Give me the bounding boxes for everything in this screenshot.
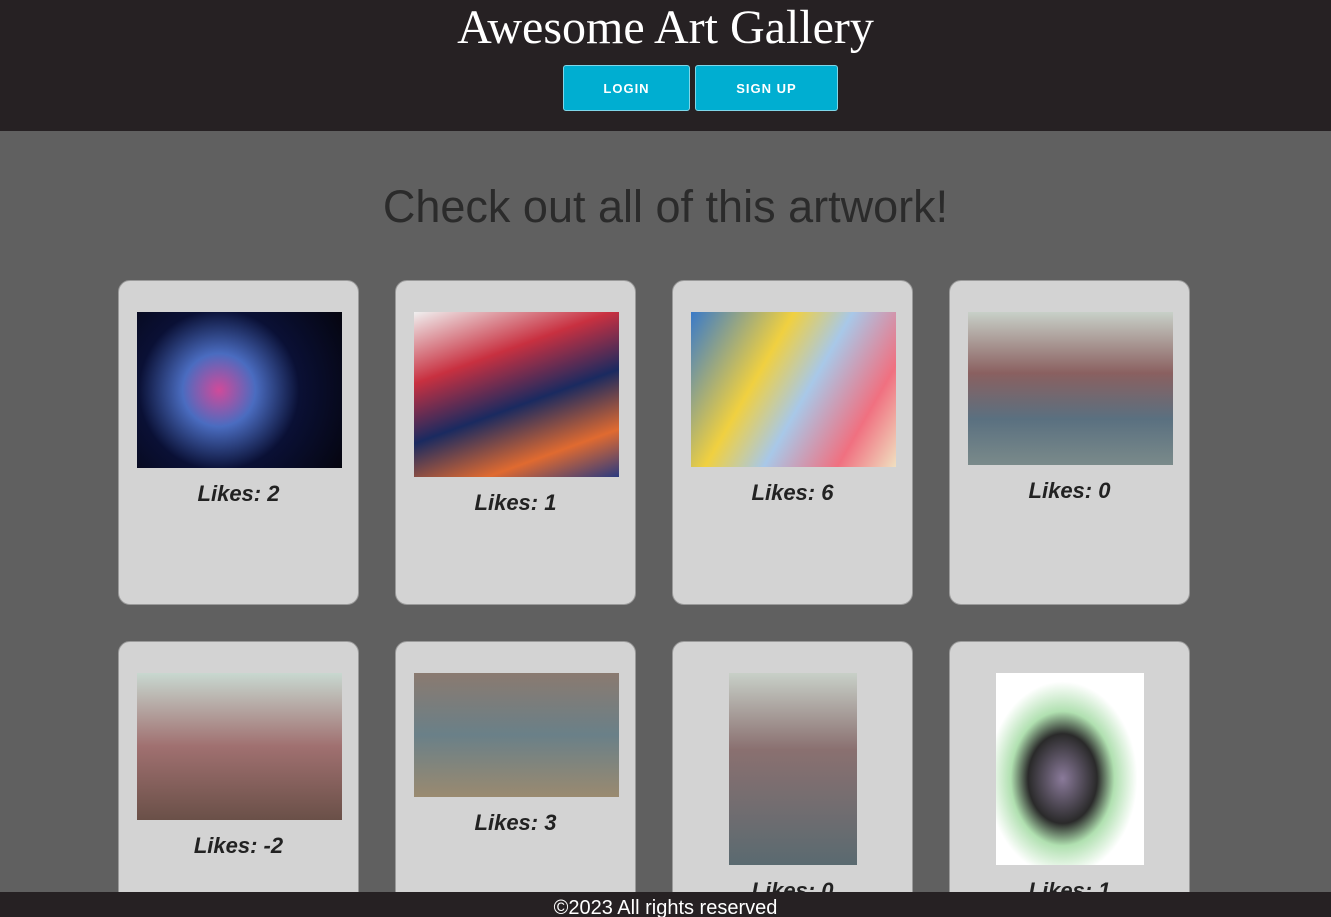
art-card[interactable]: Likes: 2 [118, 280, 359, 605]
artwork-image[interactable] [414, 312, 619, 477]
artwork-image[interactable] [137, 312, 342, 468]
art-card[interactable]: Likes: 0 [672, 641, 913, 917]
art-card[interactable]: Likes: 0 [949, 280, 1190, 605]
artwork-image[interactable] [414, 673, 619, 797]
artwork-image[interactable] [729, 673, 857, 865]
artwork-image[interactable] [137, 673, 342, 820]
art-card[interactable]: Likes: 1 [395, 280, 636, 605]
artwork-image[interactable] [968, 312, 1173, 465]
likes-count: Likes: 0 [1028, 478, 1111, 503]
likes-count: Likes: 3 [474, 810, 557, 835]
site-title: Awesome Art Gallery [457, 1, 874, 54]
art-card[interactable]: Likes: -2 [118, 641, 359, 917]
artwork-image[interactable] [691, 312, 896, 467]
likes-count: Likes: 2 [197, 481, 280, 506]
footer: ©2023 All rights reserved [0, 892, 1331, 917]
likes-count: Likes: -2 [193, 833, 284, 858]
heading: Check out all of this artwork! [382, 181, 949, 232]
likes-count: Likes: 1 [474, 490, 557, 515]
artwork-image[interactable] [996, 673, 1144, 865]
likes-count: Likes: 6 [751, 480, 834, 505]
signup-button[interactable]: SIGN UP [695, 65, 838, 111]
header: Awesome Art Gallery LOGIN SIGN UP [0, 0, 1331, 131]
art-card[interactable]: Likes: 3 [395, 641, 636, 917]
art-card[interactable]: Likes: 6 [672, 280, 913, 605]
art-card[interactable]: Likes: 1 [949, 641, 1190, 917]
login-button[interactable]: LOGIN [563, 65, 690, 111]
